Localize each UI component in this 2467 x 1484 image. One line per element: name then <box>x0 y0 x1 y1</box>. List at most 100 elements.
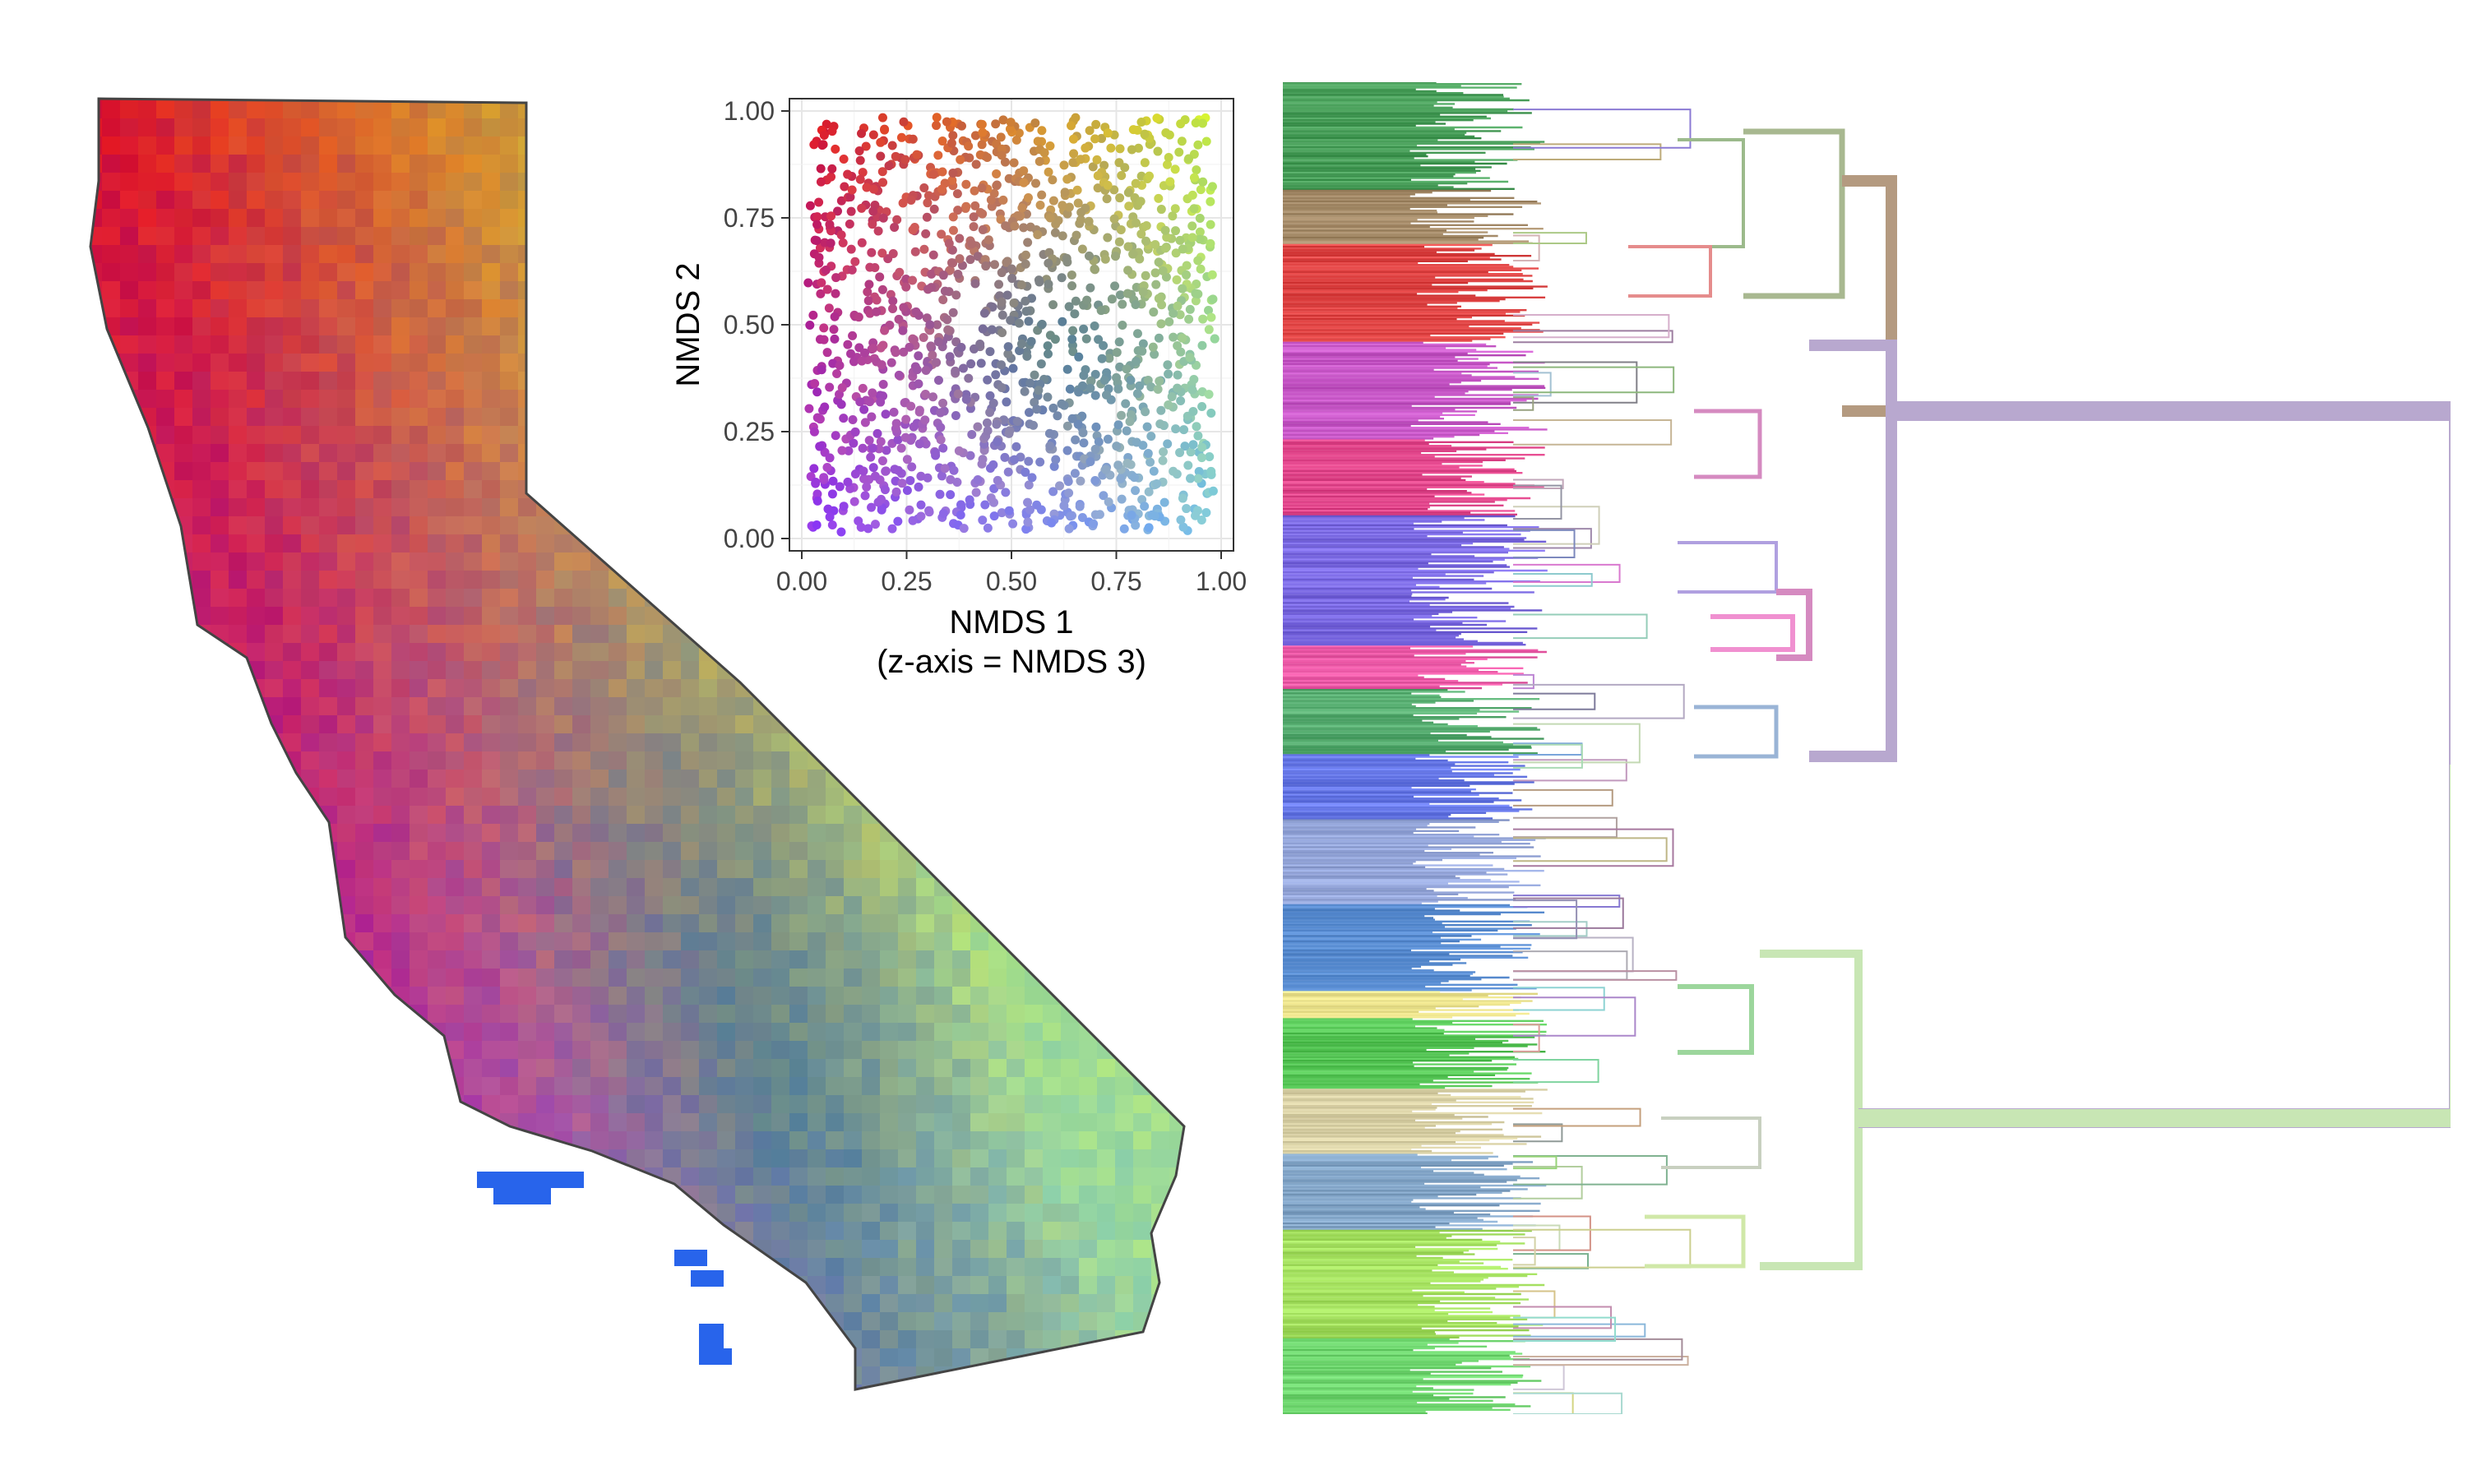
map-cell <box>102 715 121 734</box>
map-cell <box>373 552 392 571</box>
map-cell <box>862 1113 881 1132</box>
map-cell <box>916 1222 935 1241</box>
map-cell <box>301 408 320 427</box>
map-cell <box>446 607 465 626</box>
map-cell <box>319 155 338 173</box>
map-cell <box>102 1023 121 1042</box>
map-cell <box>138 1149 157 1168</box>
map-cell <box>771 1240 790 1259</box>
map-cell <box>174 390 193 409</box>
map-cell <box>102 552 121 571</box>
map-cell <box>645 969 664 987</box>
map-cell <box>1043 1276 1062 1295</box>
map-cell <box>102 498 121 517</box>
map-cell <box>373 788 392 807</box>
map-cell <box>1043 733 1062 752</box>
map-cell <box>681 733 700 752</box>
map-cell <box>283 806 302 825</box>
map-cell <box>211 571 229 589</box>
map-cell <box>174 408 193 427</box>
map-cell <box>355 408 374 427</box>
map-cell <box>211 1204 229 1223</box>
map-cell <box>1133 860 1152 879</box>
map-cell <box>699 770 718 788</box>
map-cell <box>138 860 157 879</box>
map-cell <box>319 770 338 788</box>
map-cell <box>229 299 248 318</box>
map-cell <box>428 751 447 770</box>
map-cell <box>355 1403 374 1422</box>
map-cell <box>265 1348 284 1367</box>
map-cell <box>337 155 356 173</box>
map-cell <box>1187 1204 1206 1223</box>
map-cell <box>500 335 519 354</box>
map-cell <box>590 534 609 553</box>
map-cell <box>410 896 428 915</box>
map-cell <box>446 191 465 210</box>
map-cell <box>970 1059 989 1078</box>
map-cell <box>554 806 573 825</box>
map-cell <box>482 155 501 173</box>
map-cell <box>663 1222 682 1241</box>
map-cell <box>265 1385 284 1403</box>
map-cell <box>1187 896 1206 915</box>
map-cell <box>681 1059 700 1078</box>
map-cell <box>952 1276 971 1295</box>
map-cell <box>229 571 248 589</box>
map-cell <box>337 806 356 825</box>
map-cell <box>645 1366 664 1385</box>
map-cell <box>66 1385 85 1403</box>
map-cell <box>464 643 483 662</box>
map-cell <box>138 245 157 264</box>
map-cell <box>771 1222 790 1241</box>
map-cell <box>410 679 428 698</box>
map-cell <box>211 444 229 463</box>
map-cell <box>735 715 754 734</box>
map-cell <box>102 1385 121 1403</box>
map-cell <box>645 1330 664 1349</box>
map-cell <box>844 1005 863 1024</box>
map-cell <box>283 932 302 951</box>
map-cell <box>265 589 284 608</box>
map-cell <box>500 498 519 517</box>
map-cell <box>753 806 772 825</box>
map-cell <box>536 155 555 173</box>
map-cell <box>410 263 428 282</box>
map-cell <box>518 625 537 644</box>
map-cell <box>428 1005 447 1024</box>
map-cell <box>826 1167 845 1186</box>
map-cell <box>681 1167 700 1186</box>
map-cell <box>337 1149 356 1168</box>
map-cell <box>138 155 157 173</box>
map-cell <box>355 1312 374 1331</box>
map-cell <box>120 444 139 463</box>
map-cell <box>319 498 338 517</box>
map-cell <box>410 806 428 825</box>
map-cell <box>880 806 899 825</box>
map-cell <box>247 498 266 517</box>
map-cell <box>464 516 483 535</box>
map-cell <box>934 806 953 825</box>
map-cell <box>283 1005 302 1024</box>
map-cell <box>192 1077 211 1096</box>
map-cell <box>410 480 428 499</box>
map-cell <box>482 1005 501 1024</box>
map-cell <box>536 263 555 282</box>
map-cell <box>337 770 356 788</box>
map-cell <box>789 969 808 987</box>
map-cell <box>518 842 537 861</box>
map-cell <box>518 751 537 770</box>
map-cell <box>120 408 139 427</box>
map-cell <box>337 1222 356 1241</box>
map-cell <box>156 516 175 535</box>
map-cell <box>247 462 266 481</box>
map-cell <box>301 480 320 499</box>
map-cell <box>1115 806 1134 825</box>
map-cell <box>247 372 266 391</box>
map-cell <box>410 733 428 752</box>
map-cell <box>446 534 465 553</box>
map-cell <box>916 824 935 843</box>
map-cell <box>934 950 953 969</box>
map-cell <box>627 1113 646 1132</box>
map-cell <box>880 878 899 897</box>
